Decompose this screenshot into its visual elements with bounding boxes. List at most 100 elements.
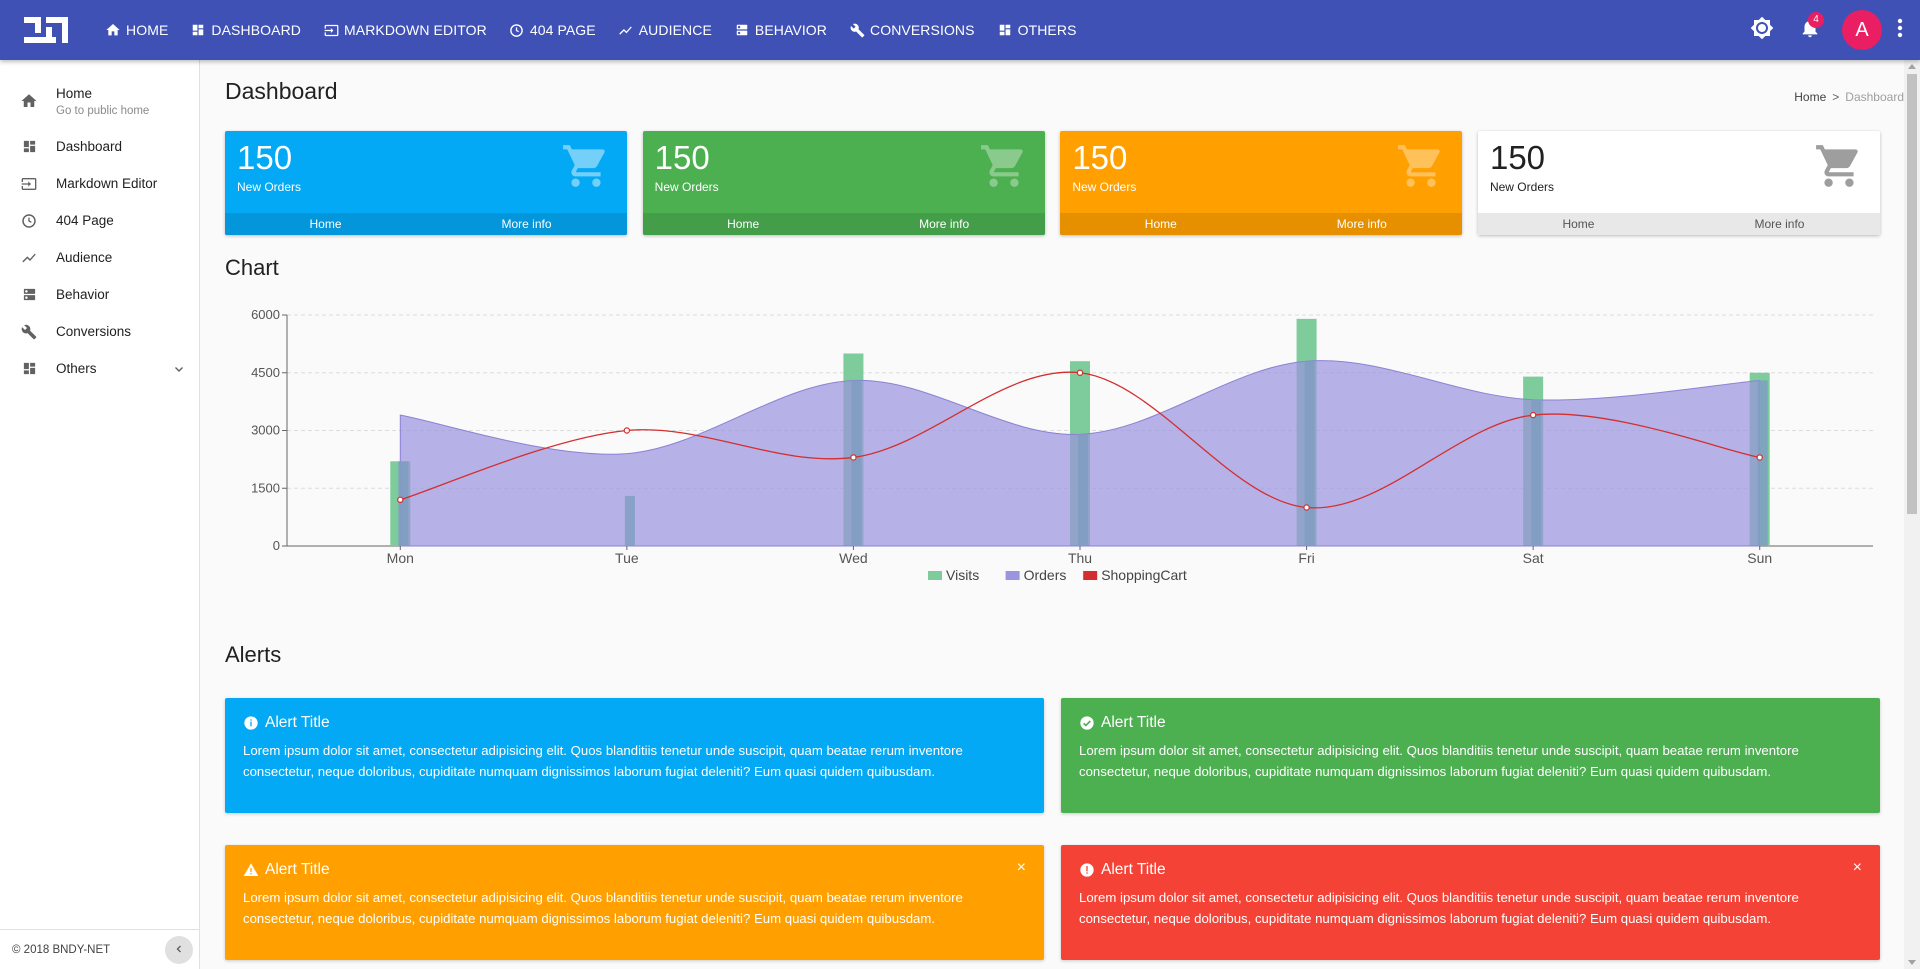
alert-header: Alert Title bbox=[1079, 714, 1862, 732]
trending-icon bbox=[20, 249, 38, 267]
dashboard-icon bbox=[190, 22, 206, 38]
card-home-link[interactable]: Home bbox=[727, 217, 760, 231]
nav-home[interactable]: HOME bbox=[94, 0, 179, 60]
shoppingcart-point bbox=[1303, 504, 1310, 511]
legend-label: Visits bbox=[946, 567, 979, 583]
shopping-cart-icon bbox=[559, 141, 613, 191]
collapse-sidebar-button[interactable] bbox=[165, 936, 193, 964]
card-more-info-link[interactable]: More info bbox=[1336, 217, 1387, 231]
card-more-info-link[interactable]: More info bbox=[501, 217, 552, 231]
notifications-button[interactable]: 4 bbox=[1786, 6, 1834, 54]
chevron-down-icon bbox=[173, 362, 185, 374]
stat-label: New Orders bbox=[1489, 180, 1554, 194]
orders-bar bbox=[1757, 380, 1768, 546]
alert-close-button[interactable]: × bbox=[1852, 859, 1862, 876]
sidebar-item-subtitle: Go to public home bbox=[56, 105, 150, 117]
theme-settings-button[interactable] bbox=[1738, 6, 1786, 54]
stat-card: 150 New Orders Home More info bbox=[225, 131, 627, 235]
x-tick-label: Mon bbox=[387, 550, 414, 566]
sidebar-item-home[interactable]: Home Go to public home bbox=[0, 72, 199, 128]
card-more-info-link[interactable]: More info bbox=[919, 217, 970, 231]
card-home-link[interactable]: Home bbox=[309, 217, 342, 231]
card-home-link[interactable]: Home bbox=[1144, 217, 1177, 231]
alert-danger: Alert Title Lorem ipsum dolor sit amet, … bbox=[1061, 845, 1880, 960]
orders-bar bbox=[1078, 434, 1088, 546]
page-scrollbar[interactable] bbox=[1904, 60, 1920, 969]
sidebar-item-label: Dashboard bbox=[56, 139, 123, 154]
top-actions: 4 A bbox=[1738, 0, 1920, 60]
nav-audience[interactable]: AUDIENCE bbox=[607, 0, 723, 60]
alert-close-button[interactable]: × bbox=[1016, 859, 1026, 876]
x-tick-label: Tue bbox=[615, 550, 639, 566]
stat-card: 150 New Orders Home More info bbox=[642, 131, 1045, 235]
top-nav: HOME DASHBOARD MARKDOWN EDITOR 404 PAGE … bbox=[94, 0, 1088, 60]
chart: 0 1500 3000 4500 6000 Mon Tue Wed Thu Fri Sat Sun Vi… bbox=[251, 307, 1873, 583]
sidebar-item-404-page[interactable]: 404 Page bbox=[0, 202, 199, 239]
card-more-info-link[interactable]: More info bbox=[1754, 217, 1805, 231]
legend-label: ShoppingCart bbox=[1101, 567, 1187, 583]
orders-bar bbox=[624, 495, 635, 546]
shoppingcart-point bbox=[1076, 369, 1084, 376]
sidebar-footer: © 2018 BNDY-NET bbox=[0, 929, 199, 969]
nav-behavior[interactable]: BEHAVIOR bbox=[723, 0, 838, 60]
sidebar-item-others[interactable]: Others bbox=[0, 350, 199, 387]
input-icon bbox=[323, 22, 339, 38]
sidebar-item-conversions[interactable]: Conversions bbox=[0, 313, 199, 350]
sidebar-item-label: Home bbox=[56, 86, 93, 101]
sidebar-item-audience[interactable]: Audience bbox=[0, 239, 199, 276]
y-tick-label: 3000 bbox=[251, 423, 280, 438]
alerts-section-title: Alerts bbox=[225, 642, 282, 667]
alert-title: Alert Title bbox=[1101, 714, 1166, 731]
more-menu-button[interactable] bbox=[1886, 6, 1914, 54]
sidebar-item-behavior[interactable]: Behavior bbox=[0, 276, 199, 313]
legend-swatch bbox=[928, 571, 942, 580]
shoppingcart-point bbox=[1529, 411, 1537, 419]
nav-label: DASHBOARD bbox=[211, 22, 301, 38]
nav-dashboard[interactable]: DASHBOARD bbox=[179, 0, 312, 60]
breadcrumb-home[interactable]: Home bbox=[1794, 90, 1827, 104]
legend-swatch bbox=[1005, 571, 1020, 580]
alert-title: Alert Title bbox=[265, 714, 330, 731]
card-home-link[interactable]: Home bbox=[1562, 217, 1595, 231]
sidebar-item-label: Others bbox=[56, 361, 97, 376]
sidebar-item-label: Audience bbox=[56, 250, 113, 265]
nav-label: OTHERS bbox=[1017, 22, 1077, 38]
orders-bar bbox=[851, 380, 862, 546]
nav-others[interactable]: OTHERS bbox=[986, 0, 1088, 60]
sidebar-item-dashboard[interactable]: Dashboard bbox=[0, 128, 199, 165]
logo[interactable] bbox=[14, 0, 78, 60]
nav-conversions[interactable]: CONVERSIONS bbox=[838, 0, 986, 60]
nav-label: AUDIENCE bbox=[638, 22, 712, 38]
scroll-up-arrow[interactable] bbox=[1908, 64, 1916, 69]
alert-title: Alert Title bbox=[265, 861, 330, 878]
warning-icon bbox=[243, 862, 259, 878]
page-title: Dashboard bbox=[225, 78, 338, 104]
alert-success: Alert Title Lorem ipsum dolor sit amet, … bbox=[1061, 698, 1880, 813]
nav-label: 404 PAGE bbox=[529, 22, 596, 38]
x-tick-label: Thu bbox=[1068, 550, 1092, 566]
dashboard-icon bbox=[20, 360, 38, 378]
y-tick-label: 0 bbox=[273, 538, 280, 553]
sidebar-item-label: Markdown Editor bbox=[56, 176, 158, 191]
nav-label: MARKDOWN EDITOR bbox=[344, 22, 487, 38]
avatar[interactable]: A bbox=[1842, 10, 1882, 50]
shoppingcart-point bbox=[623, 427, 631, 434]
input-icon bbox=[20, 175, 38, 193]
main-content: Dashboard Home > Dashboard 150 New Order… bbox=[200, 60, 1904, 969]
shoppingcart-point bbox=[1756, 454, 1763, 461]
nav-label: HOME bbox=[126, 22, 169, 38]
clock-icon bbox=[20, 212, 38, 230]
breadcrumb-current: Dashboard bbox=[1845, 90, 1904, 104]
trending-icon bbox=[618, 22, 634, 38]
scroll-down-arrow[interactable] bbox=[1908, 960, 1916, 965]
chart-section-title: Chart bbox=[225, 255, 279, 280]
nav-markdown-editor[interactable]: MARKDOWN EDITOR bbox=[312, 0, 498, 60]
check-circle-icon bbox=[1079, 715, 1095, 731]
sidebar-item-markdown-editor[interactable]: Markdown Editor bbox=[0, 165, 199, 202]
orders-bar bbox=[1531, 399, 1542, 546]
scrollbar-thumb[interactable] bbox=[1907, 74, 1917, 514]
dashboard-icon bbox=[20, 138, 38, 156]
copyright-text: © 2018 BNDY-NET bbox=[12, 943, 111, 956]
nav-404-page[interactable]: 404 PAGE bbox=[498, 0, 607, 60]
home-icon bbox=[20, 92, 38, 110]
